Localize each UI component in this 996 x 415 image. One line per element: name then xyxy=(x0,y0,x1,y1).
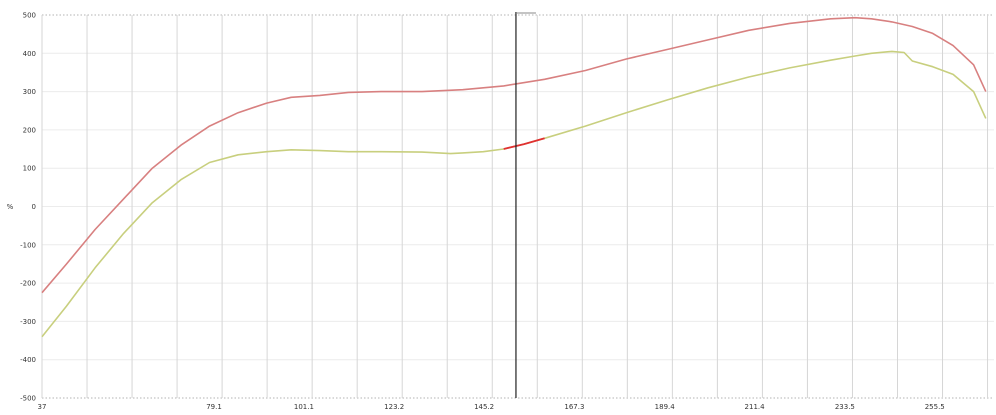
x-tick-label: 255.5 xyxy=(925,403,945,411)
y-tick-label: 100 xyxy=(23,165,36,173)
y-tick-label: -100 xyxy=(20,241,36,249)
y-axis-label: % xyxy=(7,203,14,211)
series-highlight-segment xyxy=(503,137,545,150)
x-tick-label: 145.2 xyxy=(474,403,494,411)
series-line-1 xyxy=(41,16,987,294)
y-tick-label: -200 xyxy=(20,280,36,288)
y-tick-label: 500 xyxy=(23,12,36,20)
y-tick-label: -300 xyxy=(20,318,36,326)
y-tick-label: 200 xyxy=(23,126,36,134)
x-tick-label: 189.4 xyxy=(655,403,676,411)
series-line-2 xyxy=(41,50,987,338)
x-tick-label: 233.5 xyxy=(835,403,855,411)
x-tick-label: 101.1 xyxy=(294,403,314,411)
y-tick-label: 0 xyxy=(32,203,36,211)
y-tick-label: 400 xyxy=(23,50,36,58)
x-tick-label: 123.2 xyxy=(384,403,404,411)
y-tick-label: -400 xyxy=(20,356,36,364)
y-tick-label: 300 xyxy=(23,88,36,96)
x-tick-label: 211.4 xyxy=(745,403,766,411)
y-tick-label: -500 xyxy=(20,395,36,403)
x-tick-label: 37 xyxy=(38,403,47,411)
x-tick-label: 167.3 xyxy=(564,403,584,411)
grid-layer xyxy=(41,14,994,399)
cursor-layer[interactable] xyxy=(515,12,536,398)
series-layer xyxy=(41,16,987,338)
x-tick-label: 79.1 xyxy=(206,403,222,411)
